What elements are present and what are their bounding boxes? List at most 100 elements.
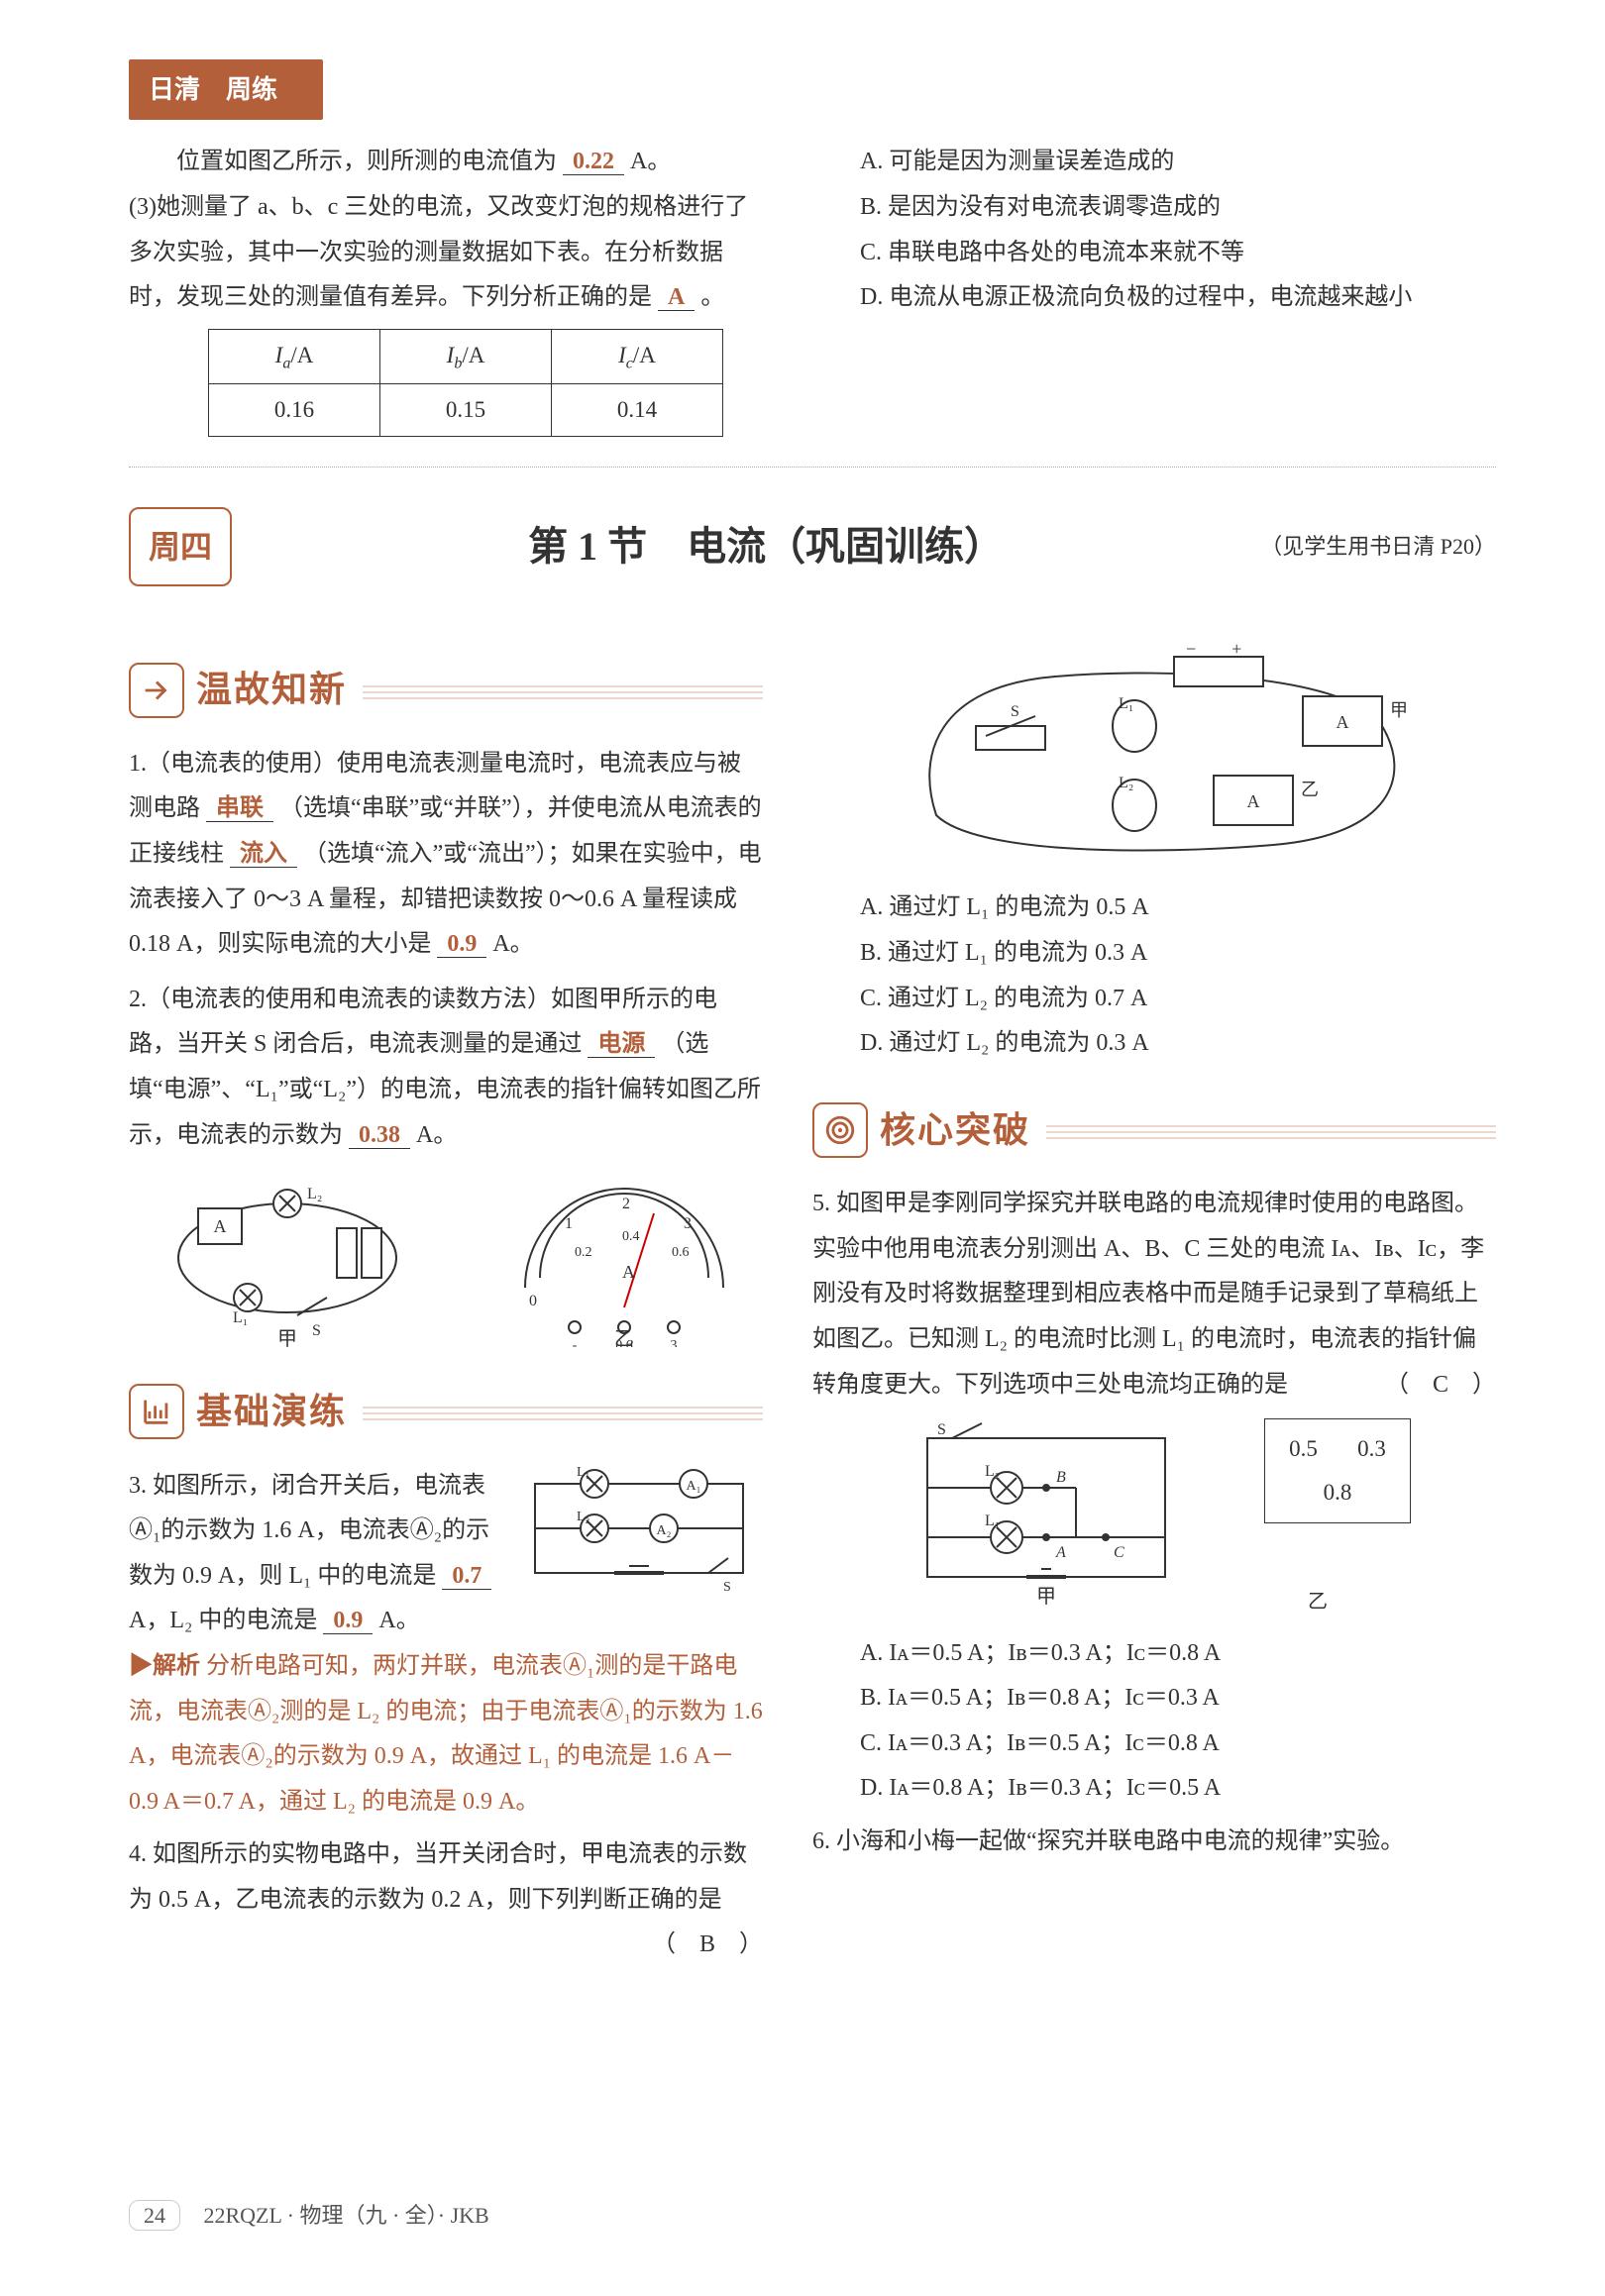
blank-value: 0.9 [437,931,486,958]
text: A。 [492,931,533,957]
subheader-2: 基础演练 [129,1378,763,1445]
q4-figure: − + L₁ L₂ A 甲 A 乙 S [812,636,1496,876]
subheader-title: 基础演练 [196,1378,347,1445]
explanation-tag: ▶解析 [129,1653,200,1679]
stripes-icon [363,1403,763,1420]
svg-text:A₁: A₁ [687,1479,701,1494]
svg-text:L₁: L₁ [985,1513,1000,1529]
text: 位置如图乙所示，则所测的电流值为 [176,149,557,174]
divider [129,467,1496,468]
svg-text:B: B [1056,1469,1066,1486]
table-cell: 0.14 [552,383,723,436]
blank-value: 0.22 [563,149,624,175]
choice-c: C. Iᴀ＝0.3 A；Iʙ＝0.5 A；Iᴄ＝0.8 A [812,1722,1496,1767]
text: A。 [416,1122,457,1148]
svg-text:3: 3 [671,1338,678,1347]
svg-text:A₂: A₂ [657,1523,672,1538]
svg-text:A: A [1055,1544,1066,1561]
main-right-col: − + L₁ L₂ A 甲 A 乙 S A. 通过灯 L₁ 的电流为 0.5 A… [812,626,1496,1968]
svg-text:A: A [1247,791,1260,811]
svg-text:L₁: L₁ [577,1465,589,1480]
top-right-col: A. 可能是因为测量误差造成的 B. 是因为没有对电流表调零造成的 C. 串联电… [812,140,1496,436]
top-line1: 位置如图乙所示，则所测的电流值为 0.22 A。 [129,140,763,185]
svg-text:1: 1 [565,1215,573,1232]
blank-value: 流入 [230,841,297,868]
text: A。 [378,1608,419,1633]
choice-a: A. 可能是因为测量误差造成的 [812,140,1496,185]
fig-label: 乙 [1225,1583,1411,1620]
text: 6. 小海和小梅一起做“探究并联电路中电流的规律”实验。 [812,1828,1404,1854]
page-number: 24 [129,2200,180,2231]
page-footer: 24 22RQZL · 物理（九 · 全）· JKB [129,2195,489,2237]
header-badge: 日清 周练 [129,59,323,120]
table-row: Ia/A Ib/A Ic/A [209,329,723,383]
subheader-title: 温故知新 [196,656,347,723]
choice-a: A. 通过灯 L₁ 的电流为 0.5 A [812,886,1496,931]
svg-text:S: S [1011,703,1019,720]
answer: （ B ） [652,1923,763,1968]
choice-a: A. Iᴀ＝0.5 A；Iʙ＝0.3 A；Iᴄ＝0.8 A [812,1631,1496,1677]
main-block: 温故知新 1.（电流表的使用）使用电流表测量电流时，电流表应与被测电路 串联 （… [129,626,1496,1968]
svg-text:0: 0 [529,1293,537,1309]
text: 3. 如图所示，闭合开关后，电流表Ⓐ₁的示数为 1.6 A，电流表Ⓐ₂的示数为 … [129,1473,489,1589]
choice-c: C. 串联电路中各处的电流本来就不等 [812,231,1496,276]
section-title: 第 1 节 电流（巩固训练） [271,509,1260,584]
top-block: 位置如图乙所示，则所测的电流值为 0.22 A。 (3)她测量了 a、b、c 三… [129,140,1496,436]
svg-text:L₂: L₂ [577,1510,590,1524]
question-4-stem: 4. 如图所示的实物电路中，当开关闭合时，甲电流表的示数为 0.5 A，乙电流表… [129,1832,763,1923]
svg-text:S: S [723,1580,731,1593]
choice-c: C. 通过灯 L₂ 的电流为 0.7 A [812,977,1496,1022]
stripes-icon [1046,1121,1496,1139]
text: A。 [630,149,671,174]
svg-text:乙: 乙 [1301,780,1319,799]
blank-value: 0.38 [349,1122,410,1149]
svg-text:C: C [1114,1544,1124,1561]
text: 。 [700,284,724,310]
text: A，L₂ 中的电流是 [129,1608,317,1633]
question-3: L₁ A₁ L₂ A₂ S 3. 如图所示，闭合开关后，电流表Ⓐ₁的示数为 1.… [129,1464,763,1826]
question-2: 2.（电流表的使用和电流表的读数方法）如图甲所示的电路，当开关 S 闭合后，电流… [129,978,763,1158]
section-title-row: 周四 第 1 节 电流（巩固训练） （见学生用书日清 P20） [129,507,1496,587]
choice-d: D. Iᴀ＝0.8 A；Iʙ＝0.3 A；Iᴄ＝0.5 A [812,1766,1496,1812]
fig-label: 乙 [614,1328,634,1347]
circuit-photo-icon: − + L₁ L₂ A 甲 A 乙 S [877,637,1432,875]
svg-text:S: S [312,1322,321,1339]
svg-text:-: - [573,1338,578,1347]
choice-b: B. Iᴀ＝0.5 A；Iʙ＝0.8 A；Iᴄ＝0.3 A [812,1676,1496,1722]
svg-text:A: A [622,1262,635,1282]
blank-value: 0.7 [442,1563,491,1590]
svg-text:A: A [1337,712,1349,732]
svg-text:0.6: 0.6 [672,1245,690,1260]
top-q3: (3)她测量了 a、b、c 三处的电流，又改变灯泡的规格进行了多次实验，其中一次… [129,185,763,321]
note-value: 0.3 [1357,1436,1386,1461]
subheader-3: 核心突破 [812,1096,1496,1164]
subheader-1: 温故知新 [129,656,763,723]
data-table: Ia/A Ib/A Ic/A 0.16 0.15 0.14 [208,329,723,437]
footer-code: 22RQZL · 物理（九 · 全）· JKB [204,2203,489,2228]
question-1: 1.（电流表的使用）使用电流表测量电流时，电流表应与被测电路 串联 （选填“串联… [129,742,763,968]
blank-value: 串联 [206,795,273,822]
choice-b: B. 是因为没有对电流表调零造成的 [812,185,1496,231]
table-cell: Ia/A [209,329,380,383]
svg-text:− +: − + [1186,639,1241,659]
q5-figure: S L₂ B L₁ A C 甲 [812,1417,1496,1620]
svg-text:L₂: L₂ [307,1186,322,1202]
blank-value: 0.9 [323,1608,373,1634]
fig-label: 甲 [1036,1586,1056,1607]
day-badge: 周四 [129,507,232,587]
table-cell: 0.16 [209,383,380,436]
circuit-diagram-icon: L₁ A₁ L₂ A₂ S [515,1464,763,1593]
text: (3)她测量了 a、b、c 三处的电流，又改变灯泡的规格进行了多次实验，其中一次… [129,194,748,310]
target-icon [812,1102,868,1158]
answer: （ C ） [1385,1363,1496,1409]
svg-text:L₁: L₁ [233,1309,248,1326]
text: 5. 如图甲是李刚同学探究并联电路的电流规律时使用的电路图。实验中他用电流表分别… [812,1191,1484,1397]
subheader-title: 核心突破 [880,1096,1030,1164]
arrow-icon [129,663,184,718]
note-value: 0.5 [1289,1436,1318,1461]
note-value: 0.8 [1289,1471,1386,1514]
stripes-icon [363,681,763,699]
explanation: ▶解析 分析电路可知，两灯并联，电流表Ⓐ₁测的是干路电流，电流表Ⓐ₂测的是 L₂… [129,1644,763,1825]
choice-d: D. 通过灯 L₂ 的电流为 0.3 A [812,1021,1496,1067]
blank-value: A [658,284,695,311]
